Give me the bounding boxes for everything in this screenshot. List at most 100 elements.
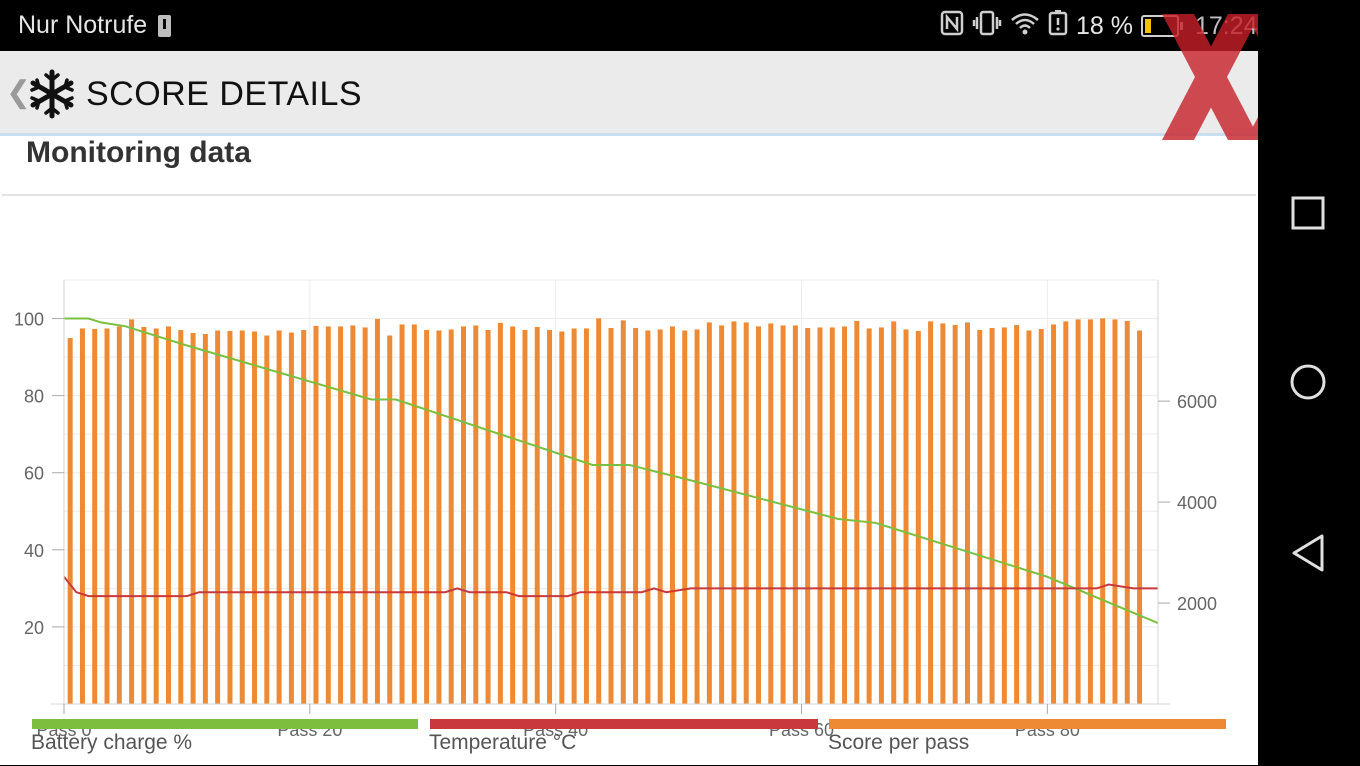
score-bar (362, 327, 368, 704)
score-bar (67, 338, 73, 704)
right-tick-label: 2000 (1177, 594, 1217, 614)
score-bar (1075, 319, 1081, 704)
score-bar (202, 334, 208, 704)
score-bar (964, 322, 970, 704)
score-bar (79, 328, 85, 704)
score-bar (264, 335, 270, 704)
score-bar (792, 325, 798, 704)
score-bar (129, 319, 135, 704)
score-bar (915, 330, 921, 704)
status-bar: Nur Notrufe 18 % 17:24 (0, 0, 1360, 51)
score-bar (1124, 320, 1130, 704)
score-bar (989, 327, 995, 704)
legend-swatch-temperature (430, 719, 818, 729)
score-bar (190, 333, 196, 704)
section-title: Monitoring data (26, 136, 251, 169)
score-bar (731, 321, 737, 704)
score-bar (350, 325, 356, 704)
chevron-left-icon[interactable]: ❮ (6, 76, 32, 109)
app-content: ❮ SCORE DETAILS Monitoring data 20 40 60 80… (0, 51, 1258, 765)
score-bar (313, 325, 319, 704)
score-bar (1038, 328, 1044, 704)
score-bar (399, 324, 405, 704)
triangle-back-icon[interactable] (1288, 532, 1328, 574)
score-bar (780, 325, 786, 704)
left-tick-label: 80 (24, 387, 44, 407)
right-tick-label: 6000 (1177, 392, 1217, 412)
score-bar (940, 323, 946, 704)
score-bar (854, 320, 860, 704)
square-icon[interactable] (1288, 194, 1328, 234)
snowflake-icon (30, 69, 74, 119)
score-bar (153, 328, 159, 704)
score-bar (805, 327, 811, 704)
circle-icon[interactable] (1288, 362, 1328, 402)
score-bar (387, 335, 393, 704)
score-bar (596, 318, 602, 704)
legend-label-score: Score per pass (828, 731, 970, 754)
score-bar (534, 326, 540, 704)
score-bar (571, 328, 577, 704)
score-bar (325, 326, 331, 704)
score-bar (633, 327, 639, 704)
battery-line (64, 317, 1159, 625)
score-bar (215, 330, 221, 704)
score-bar (829, 327, 835, 704)
score-bar (374, 318, 380, 704)
score-bar (817, 327, 823, 704)
score-bar (682, 330, 688, 704)
vibrate-icon (972, 10, 1002, 42)
score-bar (448, 329, 454, 704)
score-bar (301, 329, 307, 704)
score-bar (1063, 321, 1069, 704)
sim-card-icon (158, 15, 171, 37)
score-bar (473, 325, 479, 704)
score-bar (338, 326, 344, 704)
score-bar (891, 321, 897, 704)
score-bar (1112, 319, 1118, 704)
score-bar (645, 330, 651, 704)
temperature-line (63, 576, 1158, 598)
legend-swatch-score (829, 719, 1226, 729)
legend-label-temperature: Temperature °C (429, 731, 577, 754)
score-bar (768, 323, 774, 704)
score-bar (1100, 318, 1106, 704)
score-bar (116, 326, 122, 704)
score-bar (866, 328, 872, 704)
system-nav-bar (1258, 0, 1360, 765)
carrier-label: Nur Notrufe (18, 11, 148, 39)
score-bar (288, 332, 294, 704)
app-bar: ❮ SCORE DETAILS (0, 51, 1258, 136)
left-tick-label: 100 (14, 310, 44, 330)
score-bar (165, 326, 171, 704)
score-bar (903, 329, 909, 704)
score-bar (928, 321, 934, 704)
score-bar (239, 330, 245, 704)
score-bar (719, 325, 725, 704)
left-tick-label: 20 (24, 618, 44, 638)
wifi-icon (1010, 11, 1040, 41)
score-bar (92, 328, 98, 704)
score-bar (547, 329, 553, 704)
score-bar (1137, 330, 1143, 704)
score-bar (460, 326, 466, 704)
score-bar (1051, 324, 1057, 704)
score-bar (1087, 319, 1093, 704)
score-bar (657, 329, 663, 704)
score-bar (411, 324, 417, 704)
score-bar (1014, 324, 1020, 704)
score-bar (424, 329, 430, 704)
right-tick-label: 4000 (1177, 493, 1217, 513)
score-bar (706, 322, 712, 704)
score-bar (485, 329, 491, 704)
score-bar (104, 328, 110, 704)
score-bar (178, 329, 184, 704)
battery-alert-icon (1048, 10, 1068, 42)
legend-swatch-battery (32, 719, 418, 729)
section-header: Monitoring data (2, 136, 1256, 196)
left-tick-label: 40 (24, 541, 44, 561)
score-bar (436, 330, 442, 704)
score-bar (497, 322, 503, 704)
score-bar (620, 320, 626, 704)
nfc-icon (940, 10, 964, 42)
